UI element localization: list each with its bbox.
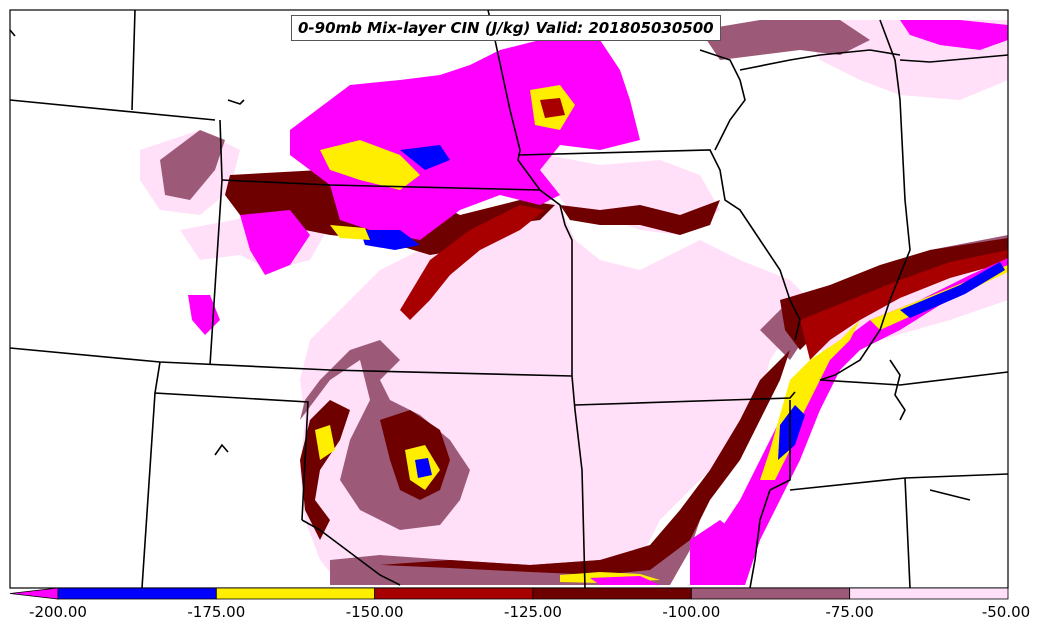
colorbar-tick-label: -50.00 — [981, 603, 1031, 621]
cin-region-mauve-northeast — [700, 20, 870, 60]
colorbar-tick-label: -75.00 — [825, 603, 874, 621]
boundary-line — [517, 149, 801, 341]
colorbar-tick-label: -175.00 — [187, 603, 246, 621]
map-title: 0-90mb Mix-layer CIN (J/kg) Valid: 20180… — [291, 15, 721, 41]
cin-region-magenta-south-band — [590, 576, 660, 585]
colorbar-under-extension — [9, 587, 59, 600]
cin-region-magenta-colorado — [240, 210, 310, 275]
cin-region-darkred-nw-ridge — [400, 205, 545, 320]
boundary-line — [889, 359, 906, 421]
boundary-line — [9, 29, 16, 37]
colorbar — [9, 587, 1009, 600]
cin-shading — [140, 20, 1008, 585]
cin-region-magenta-east — [690, 258, 1008, 585]
colorbar-bin — [215, 587, 376, 600]
boundary-line — [9, 99, 216, 121]
colorbar-bin — [57, 587, 217, 600]
cin-region-darkred-iowa — [560, 200, 720, 235]
colorbar-tick-label: -150.00 — [345, 603, 404, 621]
boundary-line — [9, 347, 573, 377]
boundary-line — [227, 99, 245, 105]
cin-region-magenta-southeast — [690, 520, 745, 585]
boundary-line — [221, 179, 541, 191]
boundary-line — [739, 49, 901, 71]
cin-region-magenta-northeast — [900, 20, 1008, 50]
cin-region-blue-east — [778, 405, 805, 460]
cin-region-blue-texas — [415, 458, 432, 478]
colorbar-tick-label: -125.00 — [504, 603, 562, 621]
cin-region-yellow-kansas — [330, 225, 370, 240]
boundary-line — [487, 9, 586, 589]
boundary-line — [819, 371, 1009, 386]
colorbar-bin — [690, 587, 851, 600]
cin-region-darkred-southwest — [300, 400, 350, 540]
cin-region-red-east — [800, 250, 1008, 360]
cin-region-darkred-iowa-core — [540, 98, 565, 118]
boundary-line — [699, 49, 746, 151]
boundary-line — [749, 400, 791, 589]
cin-region-blue-north — [400, 145, 450, 170]
colorbar-bin — [374, 587, 534, 600]
cin-region-blue-kansas — [360, 230, 420, 250]
boundary-line — [574, 391, 796, 406]
colorbar-bin — [532, 587, 692, 600]
boundary-line — [301, 519, 401, 586]
state-boundaries — [9, 9, 1009, 589]
boundary-line — [819, 19, 911, 381]
boundary-line — [214, 443, 229, 456]
cin-region-yellow-southwest — [315, 425, 335, 460]
boundary-line — [141, 392, 156, 589]
boundary-line — [929, 489, 971, 501]
colorbar-tick-label: -100.00 — [662, 603, 721, 621]
boundary-line — [899, 54, 1009, 63]
cin-region-blue-east-band — [900, 262, 1005, 318]
boundary-line — [904, 477, 911, 589]
cin-region-mauve-west — [160, 130, 225, 200]
cin-region-yellow-north — [320, 140, 420, 190]
cin-region-darkred-south — [380, 350, 790, 575]
colorbar-bin — [849, 587, 1009, 600]
boundary-line — [154, 361, 309, 521]
boundary-line — [131, 9, 136, 111]
colorbar-tick-label: -200.00 — [29, 603, 87, 621]
